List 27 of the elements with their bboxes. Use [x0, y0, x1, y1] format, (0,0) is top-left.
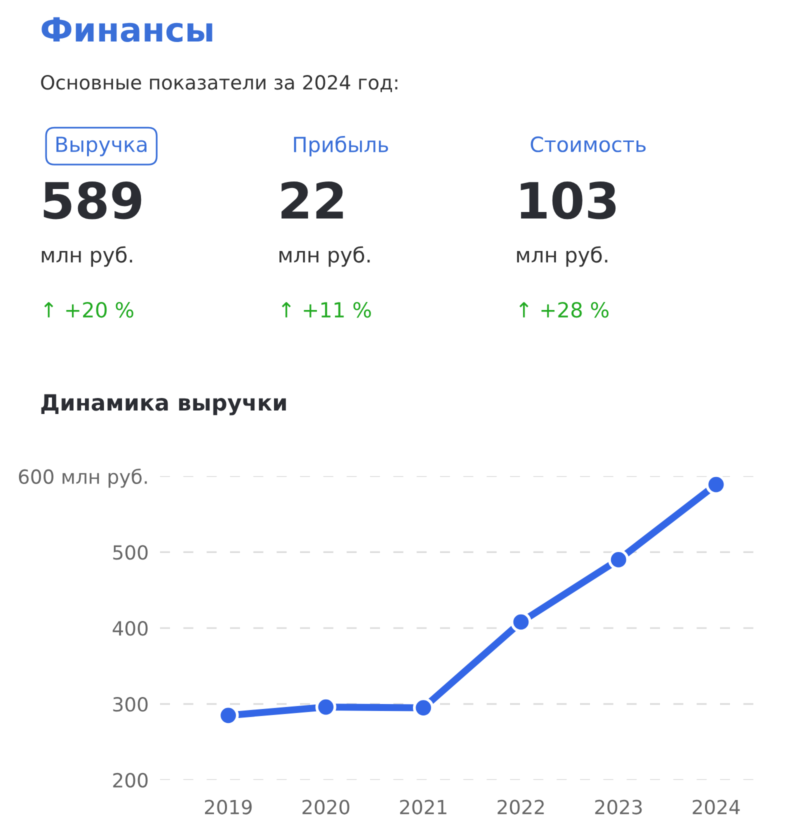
text: млн руб.	[42, 246, 132, 267]
x-tick-label: 2024	[692, 800, 740, 814]
y-tick-label: 600 млн руб.	[18, 468, 147, 488]
text: 589	[44, 181, 142, 220]
text: ↑ +20 %	[44, 302, 134, 318]
text: млн руб.	[279, 246, 370, 267]
x-tick-label: 2020	[302, 800, 350, 814]
y-tick-label: 200	[113, 772, 148, 788]
x-tick-label: 2023	[595, 800, 642, 814]
x-tick-label: 2021	[400, 800, 446, 814]
text: Выручка	[56, 136, 146, 156]
y-tick-label: 400	[112, 621, 148, 636]
text: 103	[520, 181, 616, 220]
x-tick-label: 2022	[498, 800, 544, 814]
text: Финансы	[42, 17, 212, 42]
text: ↑ +11 %	[282, 302, 371, 318]
text: млн руб.	[517, 246, 608, 267]
chart-title: Динамика выручки	[41, 394, 286, 416]
y-tick-label: 500	[113, 545, 148, 560]
point	[510, 612, 532, 632]
text: 22	[282, 181, 343, 219]
text: Стоимость	[530, 136, 646, 152]
x-tick-label: 2019	[204, 800, 252, 814]
text: Основные показатели за 2024 год:	[41, 75, 398, 92]
text: ↑ +28 %	[519, 302, 609, 318]
y-tick-label: 300	[113, 696, 148, 712]
text: Прибыль	[294, 136, 388, 156]
